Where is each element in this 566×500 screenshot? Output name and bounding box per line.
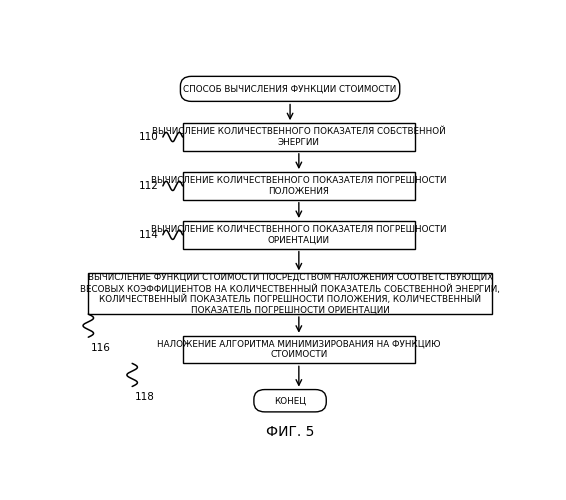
Text: 114: 114 (139, 230, 158, 240)
Text: СПОСОБ ВЫЧИСЛЕНИЯ ФУНКЦИИ СТОИМОСТИ: СПОСОБ ВЫЧИСЛЕНИЯ ФУНКЦИИ СТОИМОСТИ (183, 84, 397, 94)
Text: 118: 118 (134, 392, 154, 402)
Text: КОНЕЦ: КОНЕЦ (274, 396, 306, 405)
FancyBboxPatch shape (254, 390, 326, 412)
Bar (183, 123, 415, 151)
Text: ВЫЧИСЛЕНИЕ КОЛИЧЕСТВЕННОГО ПОКАЗАТЕЛЯ СОБСТВЕННОЙ
ЭНЕРГИИ: ВЫЧИСЛЕНИЕ КОЛИЧЕСТВЕННОГО ПОКАЗАТЕЛЯ СО… (152, 128, 445, 146)
Bar (183, 336, 415, 363)
Bar (88, 274, 492, 314)
Bar (183, 221, 415, 248)
Text: ВЫЧИСЛЕНИЕ ФУНКЦИИ СТОИМОСТИ ПОСРЕДСТВОМ НАЛОЖЕНИЯ СООТВЕТСТВУЮЩИХ
ВЕСОВЫХ КОЭФФ: ВЫЧИСЛЕНИЕ ФУНКЦИИ СТОИМОСТИ ПОСРЕДСТВОМ… (80, 273, 500, 314)
Text: ВЫЧИСЛЕНИЕ КОЛИЧЕСТВЕННОГО ПОКАЗАТЕЛЯ ПОГРЕШНОСТИ
ОРИЕНТАЦИИ: ВЫЧИСЛЕНИЕ КОЛИЧЕСТВЕННОГО ПОКАЗАТЕЛЯ ПО… (151, 225, 447, 244)
Text: ВЫЧИСЛЕНИЕ КОЛИЧЕСТВЕННОГО ПОКАЗАТЕЛЯ ПОГРЕШНОСТИ
ПОЛОЖЕНИЯ: ВЫЧИСЛЕНИЕ КОЛИЧЕСТВЕННОГО ПОКАЗАТЕЛЯ ПО… (151, 176, 447, 196)
FancyBboxPatch shape (181, 76, 400, 102)
Text: НАЛОЖЕНИЕ АЛГОРИТМА МИНИМИЗИРОВАНИЯ НА ФУНКЦИЮ
СТОИМОСТИ: НАЛОЖЕНИЕ АЛГОРИТМА МИНИМИЗИРОВАНИЯ НА Ф… (157, 340, 440, 359)
Text: 116: 116 (91, 343, 110, 353)
Text: 110: 110 (139, 132, 158, 142)
Text: 112: 112 (139, 181, 158, 191)
Text: ФИГ. 5: ФИГ. 5 (266, 426, 314, 440)
Bar (183, 172, 415, 200)
